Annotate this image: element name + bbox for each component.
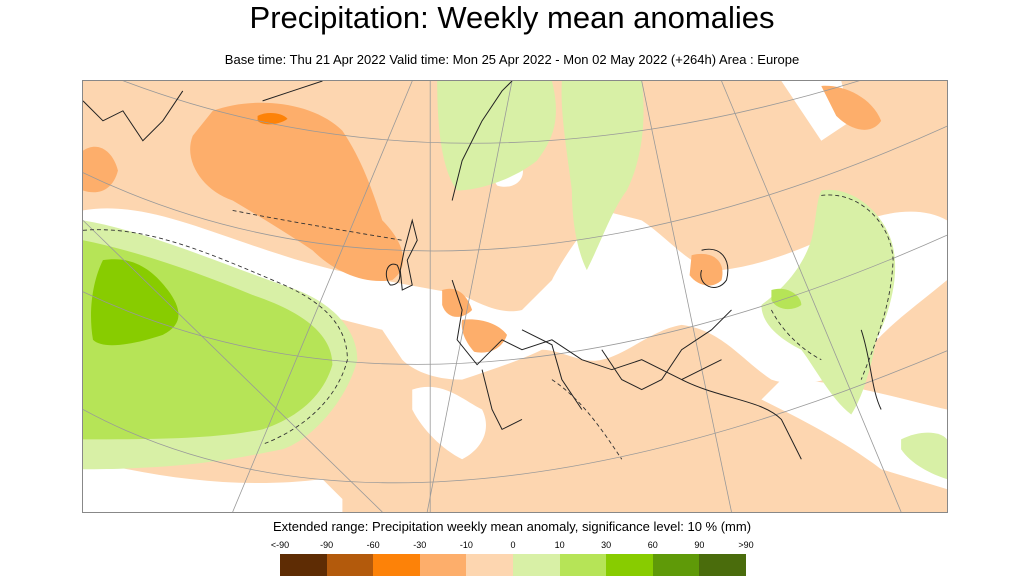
legend-swatch xyxy=(419,554,467,576)
legend-swatch xyxy=(280,554,327,576)
legend-labels: <-90 -90 -60 -30 -10 0 10 30 60 90 >90 xyxy=(271,540,754,552)
neutral-regions xyxy=(83,81,947,512)
legend-swatch xyxy=(606,554,653,576)
positive-anomaly-regions xyxy=(83,81,947,480)
legend-label: -10 xyxy=(459,540,473,550)
coastlines xyxy=(83,81,882,460)
legend-label: -60 xyxy=(366,540,380,550)
legend-label: 30 xyxy=(601,540,612,550)
legend-label: 90 xyxy=(694,540,705,550)
legend-swatch xyxy=(699,554,746,576)
legend-label: 0 xyxy=(510,540,516,550)
legend-swatch xyxy=(373,554,420,576)
legend-label: -30 xyxy=(413,540,427,550)
legend-swatch xyxy=(652,554,700,576)
graticule xyxy=(83,81,947,512)
negative-anomaly-regions xyxy=(83,85,882,353)
legend-label: <-90 xyxy=(270,540,290,550)
precipitation-anomaly-map xyxy=(82,80,948,513)
legend-color-bar xyxy=(280,554,746,576)
legend-swatch xyxy=(466,554,513,576)
legend-label: -90 xyxy=(320,540,334,550)
legend-label: >90 xyxy=(738,540,754,550)
page-title: Precipitation: Weekly mean anomalies xyxy=(249,0,775,35)
legend-swatch xyxy=(512,554,560,576)
legend-swatch xyxy=(326,554,374,576)
legend-title: Extended range: Precipitation weekly mea… xyxy=(272,519,752,534)
legend-label: 60 xyxy=(647,540,658,550)
significance-contours xyxy=(83,194,894,460)
legend-label: 10 xyxy=(554,540,565,550)
legend-swatch xyxy=(559,554,607,576)
page-subtitle: Base time: Thu 21 Apr 2022 Valid time: M… xyxy=(224,52,800,67)
